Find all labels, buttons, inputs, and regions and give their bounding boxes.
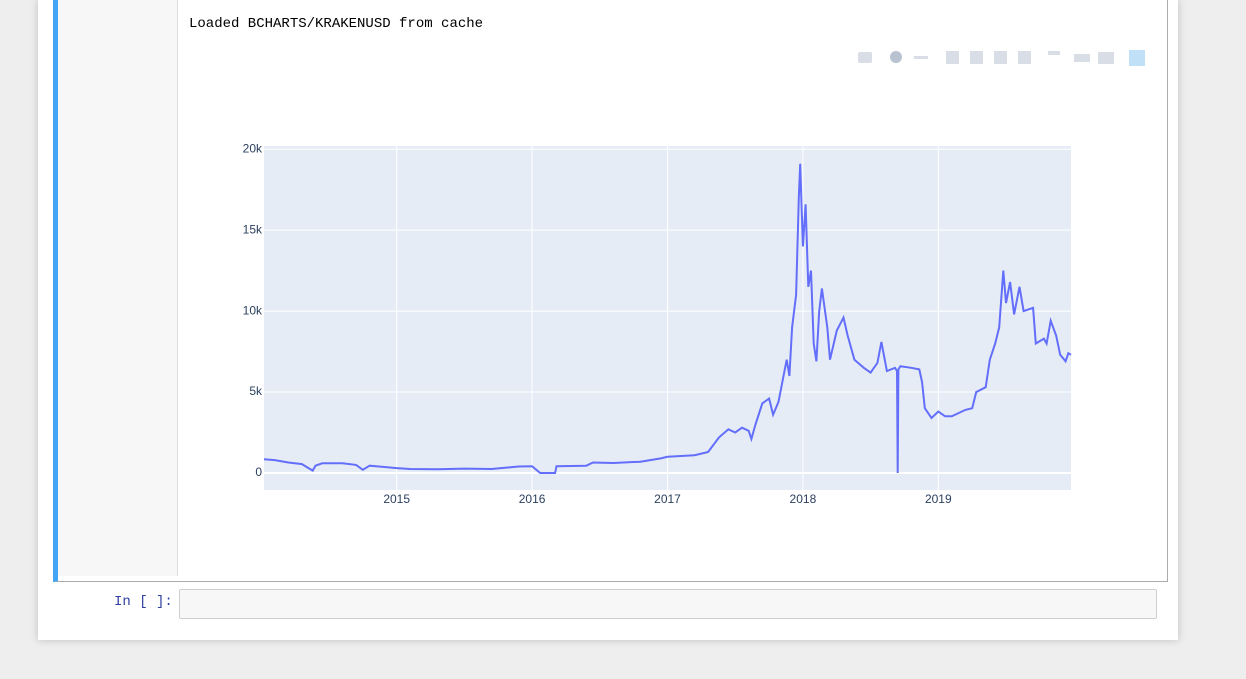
input-prompt: In [ ]: [114,594,173,610]
output-prompt-area [58,0,178,576]
camera-icon[interactable] [858,52,872,63]
spike-icon[interactable] [1048,51,1060,55]
output-cell: Loaded BCHARTS/KRAKENUSD from cache [53,0,1168,582]
plotly-logo[interactable] [1129,50,1145,66]
y-tick-label: 5k [249,384,263,398]
autoscale-icon[interactable] [994,51,1007,64]
zoom-icon[interactable] [890,51,902,63]
x-tick-label: 2017 [654,492,681,506]
zoom-in-icon[interactable] [946,51,959,64]
hover-compare-icon[interactable] [1098,52,1114,64]
y-tick-label: 20k [243,141,263,155]
x-tick-label: 2019 [925,492,952,506]
x-tick-label: 2018 [790,492,817,506]
x-tick-label: 2015 [383,492,410,506]
input-box[interactable] [179,589,1157,619]
y-tick-label: 0 [255,465,262,479]
y-tick-label: 10k [243,303,263,317]
data-line [263,163,1072,474]
reset-icon[interactable] [1018,51,1031,64]
y-tick-label: 15k [243,222,263,236]
pan-icon[interactable] [914,56,928,59]
x-tick-label: 2016 [519,492,546,506]
hover-closest-icon[interactable] [1074,54,1090,62]
toolbar [858,50,1145,66]
output-text: Loaded BCHARTS/KRAKENUSD from cache [189,16,484,32]
zoom-out-icon[interactable] [970,51,983,64]
